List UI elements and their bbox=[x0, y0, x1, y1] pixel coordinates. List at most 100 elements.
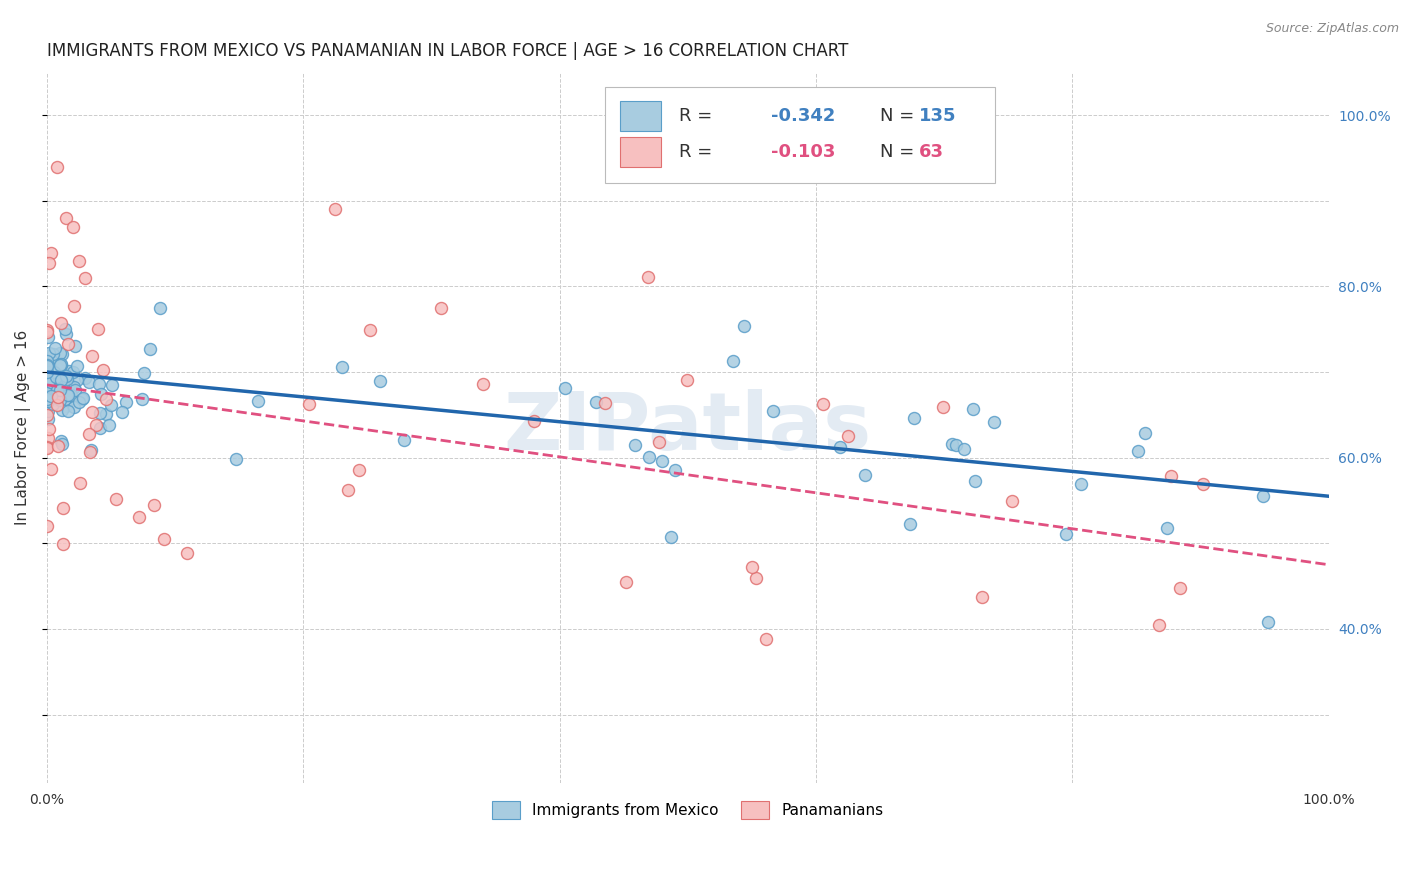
Legend: Immigrants from Mexico, Panamanians: Immigrants from Mexico, Panamanians bbox=[486, 796, 890, 825]
Point bbox=[46, 382, 69, 396]
Point bbox=[664, 463, 686, 477]
Point bbox=[51, 537, 73, 551]
Text: 63: 63 bbox=[918, 143, 943, 161]
Point bbox=[35, 440, 58, 454]
Point bbox=[134, 366, 156, 380]
Point bbox=[1001, 494, 1024, 508]
Point bbox=[46, 391, 69, 405]
Point bbox=[44, 341, 66, 355]
Point bbox=[35, 323, 58, 337]
Point bbox=[37, 349, 59, 363]
Point bbox=[55, 388, 77, 402]
FancyBboxPatch shape bbox=[620, 101, 661, 131]
Point bbox=[762, 403, 785, 417]
Point bbox=[45, 393, 67, 408]
Point bbox=[48, 361, 70, 376]
Point bbox=[89, 406, 111, 420]
Point bbox=[637, 269, 659, 284]
Point bbox=[898, 516, 921, 531]
Point bbox=[82, 349, 104, 363]
Point bbox=[941, 437, 963, 451]
Point bbox=[962, 402, 984, 417]
Point bbox=[37, 325, 59, 339]
Text: R =: R = bbox=[679, 143, 711, 161]
Point bbox=[347, 463, 370, 477]
Point bbox=[56, 336, 79, 351]
Point bbox=[51, 376, 73, 391]
Point bbox=[48, 383, 70, 397]
Point bbox=[56, 403, 79, 417]
Point bbox=[336, 483, 359, 497]
Point bbox=[39, 364, 62, 378]
Point bbox=[1156, 521, 1178, 535]
Point bbox=[651, 453, 673, 467]
Point bbox=[37, 404, 59, 418]
Point bbox=[813, 397, 835, 411]
Point bbox=[77, 427, 100, 442]
Point bbox=[593, 396, 616, 410]
Point bbox=[39, 371, 62, 385]
Point bbox=[153, 533, 176, 547]
Point bbox=[49, 392, 72, 407]
Point bbox=[63, 380, 86, 394]
Point bbox=[733, 319, 755, 334]
Point bbox=[101, 378, 124, 392]
Point bbox=[38, 388, 60, 402]
Point bbox=[111, 405, 134, 419]
Text: N =: N = bbox=[880, 107, 914, 125]
Point bbox=[39, 381, 62, 395]
Point bbox=[853, 467, 876, 482]
Text: IMMIGRANTS FROM MEXICO VS PANAMANIAN IN LABOR FORCE | AGE > 16 CORRELATION CHART: IMMIGRANTS FROM MEXICO VS PANAMANIAN IN … bbox=[46, 42, 848, 60]
Point bbox=[37, 359, 59, 373]
Point bbox=[1070, 477, 1092, 491]
Point bbox=[37, 412, 59, 426]
Point bbox=[45, 383, 67, 397]
Point bbox=[42, 347, 65, 361]
Point bbox=[624, 438, 647, 452]
Point bbox=[114, 395, 136, 409]
Point bbox=[648, 434, 671, 449]
Point bbox=[39, 361, 62, 376]
Point bbox=[37, 375, 59, 389]
Point bbox=[37, 330, 59, 344]
Point bbox=[58, 377, 80, 392]
Point bbox=[48, 358, 70, 372]
Point bbox=[55, 369, 77, 384]
Point bbox=[98, 418, 121, 433]
Point bbox=[430, 301, 453, 315]
Point bbox=[72, 392, 94, 407]
Point bbox=[48, 372, 70, 386]
Point bbox=[90, 386, 112, 401]
Point bbox=[37, 391, 59, 405]
Text: 135: 135 bbox=[918, 107, 956, 125]
Point bbox=[55, 369, 77, 384]
Point bbox=[51, 347, 73, 361]
Point bbox=[523, 414, 546, 428]
Point bbox=[1149, 618, 1171, 632]
Point bbox=[62, 365, 84, 379]
Point bbox=[39, 461, 62, 475]
Point bbox=[131, 392, 153, 406]
Point bbox=[945, 438, 967, 452]
Point bbox=[39, 245, 62, 260]
Point bbox=[970, 590, 993, 604]
Point bbox=[79, 443, 101, 458]
Point bbox=[1135, 425, 1157, 440]
Point bbox=[38, 346, 60, 360]
Point bbox=[58, 364, 80, 378]
Point bbox=[741, 560, 763, 574]
FancyBboxPatch shape bbox=[605, 87, 995, 183]
Y-axis label: In Labor Force | Age > 16: In Labor Force | Age > 16 bbox=[15, 330, 31, 525]
Point bbox=[72, 391, 94, 405]
Point bbox=[1160, 469, 1182, 483]
Point bbox=[661, 530, 683, 544]
Text: -0.103: -0.103 bbox=[770, 143, 835, 161]
Point bbox=[75, 271, 97, 285]
Text: N =: N = bbox=[880, 143, 914, 161]
Point bbox=[46, 439, 69, 453]
Text: -0.342: -0.342 bbox=[770, 107, 835, 125]
Point bbox=[37, 519, 59, 533]
Point bbox=[614, 575, 637, 590]
Point bbox=[37, 365, 59, 379]
Point bbox=[52, 376, 75, 390]
